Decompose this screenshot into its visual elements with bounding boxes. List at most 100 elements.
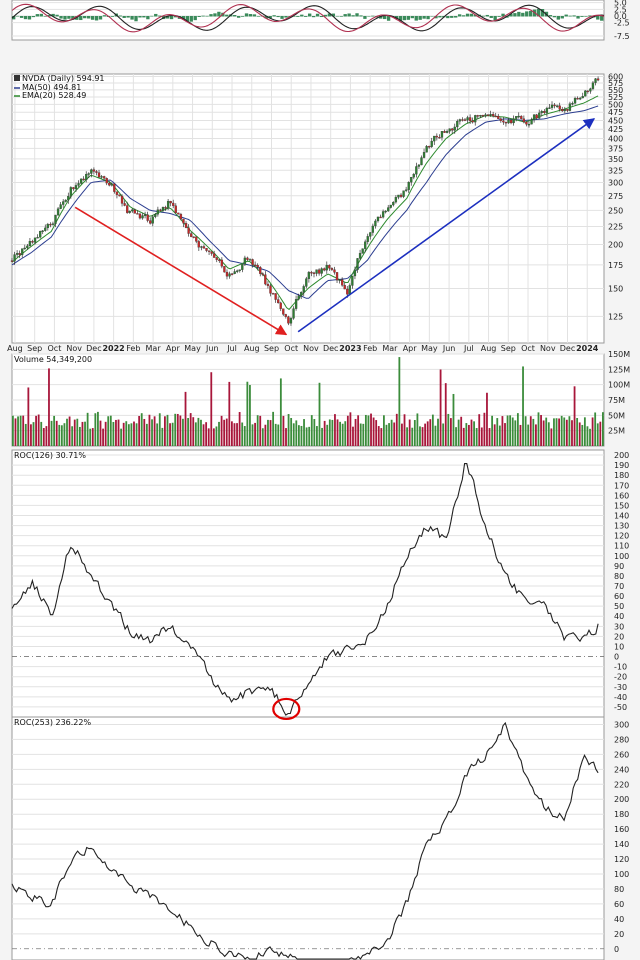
- osc-hist-bar: [134, 16, 138, 22]
- volume-bar: [176, 413, 179, 446]
- volume-bar: [192, 417, 195, 446]
- candle-body: [294, 299, 298, 309]
- volume-bar: [138, 415, 141, 446]
- osc-hist-bar: [280, 16, 284, 19]
- volume-bar: [547, 422, 550, 446]
- candle-body: [108, 182, 111, 186]
- osc-hist-bar: [323, 14, 328, 17]
- candle-body: [553, 104, 556, 107]
- volume-bar: [122, 422, 125, 446]
- candle-body: [69, 187, 73, 197]
- candle-body: [266, 283, 270, 286]
- roc253-tick-label: 160: [614, 825, 629, 834]
- osc-hist-bar: [122, 16, 126, 18]
- volume-bar: [205, 422, 208, 446]
- downtrend-arrow: [74, 206, 288, 336]
- volume-bar: [434, 425, 437, 446]
- candle-body: [154, 214, 157, 217]
- legend-volume: Volume 54,349,200: [14, 355, 92, 364]
- volume-bar: [256, 415, 259, 446]
- roc253-tick-label: 180: [614, 810, 629, 819]
- candle-body: [394, 197, 398, 203]
- candle-body: [90, 169, 93, 174]
- volume-bar: [486, 392, 488, 446]
- osc-hist-bar: [185, 16, 189, 22]
- osc-hist-bar: [158, 15, 162, 17]
- candle-body: [453, 126, 456, 131]
- osc-hist-bar: [497, 16, 501, 17]
- volume-bar: [249, 385, 251, 446]
- volume-bar: [586, 426, 589, 446]
- roc126-tick-label: 180: [614, 471, 629, 480]
- volume-bar: [17, 416, 19, 446]
- volume-bar: [130, 423, 133, 446]
- price-tick-label: 600: [608, 73, 623, 82]
- osc-hist-bar: [225, 14, 229, 17]
- candle-body: [115, 191, 119, 195]
- volume-bar: [468, 424, 470, 446]
- osc-hist-bar: [446, 16, 450, 19]
- roc253-tick-label: 200: [614, 795, 629, 804]
- volume-bar: [184, 391, 187, 446]
- osc-hist-bar: [398, 16, 403, 21]
- volume-bar: [398, 357, 401, 446]
- volume-bar: [406, 427, 408, 446]
- osc-hist-bar: [118, 15, 122, 17]
- volume-bar: [519, 424, 522, 446]
- roc253-tick-label: 60: [614, 900, 624, 909]
- volume-bar: [310, 415, 313, 446]
- x-tick-label: Mar: [382, 344, 398, 353]
- candle-icon: [14, 75, 20, 81]
- candle-body: [466, 117, 469, 121]
- x-tick-label: Dec: [323, 344, 338, 353]
- volume-bar: [457, 419, 460, 446]
- volume-bar: [560, 415, 563, 446]
- candle-body: [364, 241, 367, 249]
- price-tick-label: 200: [608, 240, 623, 249]
- candle-body: [284, 314, 287, 317]
- candle-body: [192, 236, 195, 238]
- volume-bar: [63, 423, 66, 446]
- volume-bar: [287, 414, 290, 446]
- osc-hist-bar: [27, 16, 32, 20]
- roc126-tick-label: 120: [614, 532, 629, 541]
- highlight-circle: [272, 697, 301, 721]
- candle-body: [581, 96, 584, 99]
- candle-body: [10, 260, 14, 262]
- candle-body: [374, 220, 377, 227]
- candle-body: [59, 204, 62, 209]
- candle-body: [56, 208, 60, 216]
- osc-hist-bar: [540, 9, 545, 17]
- candle-body: [576, 98, 579, 100]
- candle-body: [504, 121, 508, 124]
- volume-bar: [58, 424, 61, 446]
- osc-hist-bar: [327, 13, 332, 17]
- volume-bar: [444, 383, 447, 446]
- osc-hist-bar: [521, 12, 525, 17]
- osc-hist-bar: [509, 14, 513, 17]
- candle-body: [343, 285, 346, 290]
- osc-hist-bar: [236, 16, 241, 18]
- roc126-tick-label: 30: [614, 622, 624, 631]
- osc-tick-label: 2.5: [614, 5, 627, 14]
- price-tick-label: 125: [608, 312, 623, 321]
- volume-bar: [290, 417, 293, 446]
- osc-hist-bar: [126, 16, 130, 18]
- candle-body: [535, 114, 538, 119]
- candle-body: [238, 269, 241, 271]
- candle-body: [133, 209, 136, 214]
- price-tick-label: 250: [608, 206, 623, 215]
- candle-body: [325, 265, 328, 271]
- candle-body: [596, 78, 600, 81]
- candle-body: [555, 105, 559, 107]
- volume-bar: [437, 418, 439, 446]
- osc-hist-bar: [517, 11, 521, 17]
- volume-bar: [411, 427, 414, 446]
- roc126-tick-label: 20: [614, 632, 624, 641]
- volume-bar: [578, 422, 581, 446]
- volume-bar: [133, 421, 135, 446]
- volume-bar: [282, 415, 285, 446]
- candle-body: [251, 259, 254, 266]
- candle-body: [223, 266, 226, 273]
- candle-body: [573, 98, 577, 104]
